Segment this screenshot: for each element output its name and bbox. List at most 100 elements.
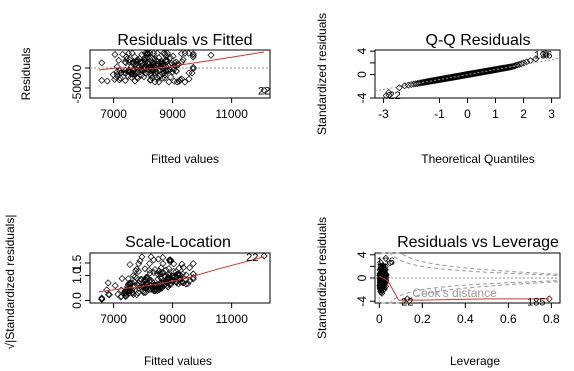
- panel3-point: [138, 253, 146, 261]
- panel4-ytick-label: 4: [355, 251, 369, 258]
- panel3-point: [169, 273, 177, 281]
- panel1-point: [146, 49, 154, 57]
- panel1-point: [156, 66, 164, 74]
- panel1-point: [162, 67, 170, 75]
- panel3-point: [147, 285, 155, 293]
- panel1-point: [136, 55, 144, 63]
- panel1-point: [173, 61, 181, 69]
- panel1-ylabel: Residuals: [19, 48, 33, 101]
- panel4-ylabel: Standardized residuals: [315, 217, 329, 339]
- panel2-point: [395, 84, 403, 92]
- panel3-point: [145, 286, 153, 294]
- panel2-xtick-label: -3: [378, 107, 389, 121]
- panel3-point: [162, 266, 170, 274]
- panel4-cooks-distance-legend: Cook's distance: [412, 286, 497, 300]
- panel3-point: [175, 280, 183, 288]
- panel1-point: [178, 75, 186, 83]
- panel3-point: [148, 283, 156, 291]
- panel3-point: [141, 289, 149, 297]
- panel3-point: [182, 280, 190, 288]
- panel3-point: [136, 257, 144, 265]
- panel2-title: Q-Q Residuals: [426, 32, 531, 49]
- panel3-point: [152, 287, 160, 295]
- panel4-cooks-distance-contour: [381, 281, 558, 304]
- panel3-point: [142, 274, 150, 282]
- panel3-point: [124, 275, 132, 283]
- panel4-plot-area: Cook's distance 0 0.2 0.4 0.6 0.8 -4 0 4 136 22 185: [355, 251, 560, 326]
- panel4-title: Residuals vs Leverage: [397, 234, 559, 251]
- panel1-point: [169, 52, 177, 60]
- panel1-point: [131, 68, 139, 76]
- panel1-point: [162, 62, 170, 70]
- panel4-smoother-line: [379, 275, 550, 301]
- panel1-point: [141, 49, 149, 57]
- panel4-point: [378, 264, 386, 272]
- panel1-point: [111, 75, 119, 83]
- panel1-point: [165, 78, 173, 86]
- panel3-plot-box: [89, 252, 271, 304]
- panel1-xtick-label: 11000: [215, 107, 248, 121]
- panel3-xtick-label: 9000: [159, 312, 186, 326]
- panel4-point-annotation: 22: [401, 296, 413, 308]
- panel3-point: [104, 290, 112, 298]
- panel3-ytick-label: 1.0: [70, 267, 84, 284]
- panel1-point: [173, 78, 181, 86]
- panel3-point: [179, 270, 187, 278]
- panel1-point: [189, 63, 197, 71]
- panel1-point: [163, 49, 171, 57]
- panel3-point: [131, 282, 139, 290]
- panel4-xlabel: Leverage: [450, 354, 500, 368]
- panel3-point: [165, 271, 173, 279]
- panel3-point: [160, 281, 168, 289]
- panel4-ytick-label: -4: [355, 296, 369, 307]
- panel3-smoother-line: [98, 256, 265, 293]
- panel4-point: [377, 262, 385, 270]
- panel1-point: [189, 51, 197, 59]
- panel3-point: [131, 273, 139, 281]
- panel1-point: [127, 67, 135, 75]
- panel2-point: [512, 61, 520, 69]
- panel1-ytick-label: -5000: [70, 72, 84, 103]
- panel3-xtick-label: 11000: [215, 312, 248, 326]
- panel1-point: [127, 73, 135, 81]
- panel4-point: [376, 278, 384, 286]
- panel1-point: [172, 67, 180, 75]
- panel3-point: [179, 264, 187, 272]
- panel1-point: [144, 49, 152, 57]
- panel1-point: [153, 73, 161, 81]
- panel3-point: [150, 256, 158, 264]
- panel3-point: [160, 272, 168, 280]
- panel2-point: [382, 92, 390, 100]
- panel1-smoother-line: [98, 51, 265, 71]
- panel1-point: [185, 69, 193, 77]
- panel1-point: [153, 60, 161, 68]
- panel3-point: [147, 253, 155, 261]
- panel2-point-annotation: 136: [534, 50, 552, 62]
- panel2-point: [507, 63, 515, 71]
- panel2-point: [385, 91, 393, 99]
- panel1-point: [141, 56, 149, 64]
- panel1-point: [164, 66, 172, 74]
- panel3-point: [189, 275, 197, 283]
- panel3-point: [176, 271, 184, 279]
- panel3-point: [184, 280, 192, 288]
- panel1-point: [147, 76, 154, 84]
- panel3-point: [122, 290, 130, 298]
- panel2-point-annotation: 22: [388, 90, 400, 102]
- panel1-point: [116, 74, 124, 82]
- panel2-point: [542, 50, 550, 58]
- panel4-xtick-label: 0.2: [414, 312, 431, 326]
- panel1-point: [141, 64, 149, 72]
- panel1-point: [113, 63, 121, 71]
- panel3-point: [159, 253, 167, 261]
- panel3-point: [135, 260, 143, 268]
- panel1-point: [143, 49, 151, 57]
- panel3-point: [186, 264, 194, 272]
- panel1-point: [113, 68, 121, 76]
- panel2-plot-area: -3 -1 0 1 2 3 -4 0 4 22 136: [355, 48, 561, 121]
- panel2-xtick-label: 3: [548, 107, 555, 121]
- panel1-point: [120, 69, 128, 77]
- panel2-point: [539, 50, 547, 58]
- panel1-point: [115, 76, 123, 84]
